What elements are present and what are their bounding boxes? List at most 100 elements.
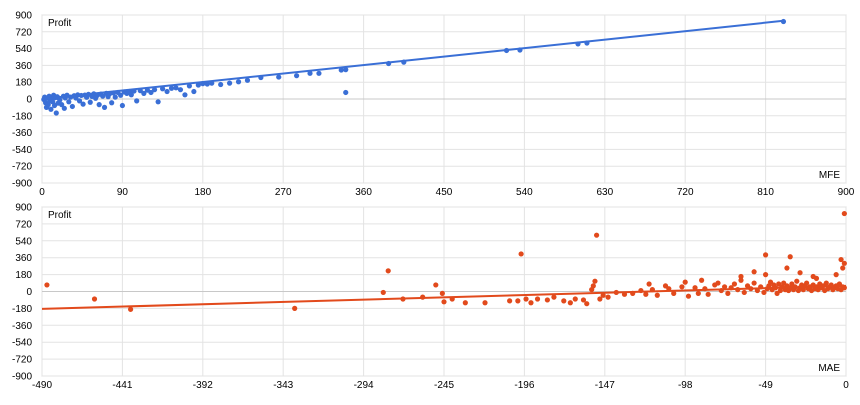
mfe-y-axis-label: Profit — [48, 18, 72, 29]
mae-data-point — [91, 296, 98, 302]
mae-x-tick-label: -343 — [273, 380, 293, 391]
mae-data-point — [572, 296, 578, 302]
mae-data-point — [292, 305, 298, 311]
mae-data-point — [840, 265, 846, 271]
mfe-x-tick-label: 360 — [355, 187, 372, 198]
mfe-x-tick-label: 540 — [516, 187, 533, 198]
mae-data-point — [593, 232, 600, 238]
mae-data-point — [794, 278, 800, 284]
mae-data-point — [590, 283, 596, 289]
mae-data-point — [518, 251, 524, 257]
mae-data-point — [44, 282, 50, 288]
mfe-y-tick-label: 900 — [15, 11, 32, 22]
mae-data-point — [679, 284, 685, 290]
mfe-data-point — [148, 89, 154, 96]
mae-data-point — [643, 291, 649, 297]
mae-data-point — [128, 306, 134, 312]
mfe-x-tick-label: 180 — [194, 187, 211, 198]
mae-data-point — [482, 300, 488, 306]
mae-x-tick-label: -98 — [678, 380, 693, 391]
mae-data-point — [738, 273, 744, 280]
mfe-data-point — [168, 85, 175, 91]
mfe-data-point — [128, 92, 134, 98]
mae-y-tick-label: 720 — [15, 219, 32, 230]
mfe-data-point — [343, 67, 349, 73]
mae-y-tick-label: -720 — [12, 355, 32, 366]
mae-data-point — [763, 272, 769, 278]
mae-data-point — [654, 292, 660, 298]
mae-data-point — [605, 294, 611, 300]
mae-data-point — [841, 210, 847, 217]
mae-data-point — [823, 280, 829, 286]
mae-data-point — [784, 265, 790, 271]
mfe-x-tick-label: 900 — [838, 187, 855, 198]
mae-data-point — [551, 294, 557, 300]
mae-data-point — [561, 298, 567, 304]
mfe-data-point — [182, 92, 188, 98]
mae-data-point — [721, 284, 728, 290]
mfe-data-point — [294, 73, 300, 79]
mfe-data-point — [87, 99, 93, 105]
mfe-data-point — [141, 90, 147, 96]
mae-data-point — [441, 299, 447, 305]
mae-data-point — [813, 275, 820, 281]
mfe-y-tick-label: -540 — [12, 145, 32, 156]
mfe-data-point — [343, 89, 349, 96]
mae-x-tick-label: -490 — [32, 380, 52, 391]
mae-data-point — [715, 280, 721, 286]
mfe-data-point — [134, 98, 140, 104]
mae-data-point — [699, 277, 705, 283]
mae-x-tick-label: 0 — [843, 380, 849, 391]
mae-data-point — [534, 296, 541, 302]
mae-data-point — [838, 256, 844, 263]
mae-data-point — [671, 290, 677, 296]
mfe-data-point — [101, 104, 108, 110]
mae-data-point — [682, 279, 688, 285]
mae-data-point — [833, 272, 839, 278]
mae-data-point — [439, 290, 445, 296]
mae-data-point — [685, 293, 692, 299]
mae-data-point — [751, 280, 757, 286]
mfe-data-point — [307, 70, 313, 76]
mfe-data-point — [109, 100, 115, 106]
mfe-y-tick-label: 0 — [26, 95, 32, 106]
mae-data-point — [592, 278, 598, 284]
mae-data-point — [462, 300, 468, 306]
mae-data-point — [692, 285, 698, 291]
mae-data-point — [761, 289, 767, 296]
mae-data-point — [731, 281, 738, 287]
mfe-y-tick-label: 180 — [15, 78, 32, 89]
mfe-data-point — [155, 99, 161, 105]
mfe-trend-line — [41, 19, 784, 100]
mfe-x-tick-label: 630 — [596, 187, 613, 198]
mae-data-point — [385, 268, 391, 274]
mae-trend-line — [41, 284, 847, 310]
mae-x-tick-label: -294 — [354, 380, 374, 391]
mae-data-point — [763, 252, 769, 258]
mae-data-point — [544, 297, 550, 303]
mae-data-point — [705, 291, 711, 297]
mae-x-tick-label: -392 — [193, 380, 213, 391]
mae-y-tick-label: -900 — [12, 372, 32, 383]
mfe-data-point — [96, 102, 102, 108]
mae-x-tick-label: -245 — [434, 380, 454, 391]
mfe-data-point — [338, 67, 344, 73]
mfe-data-point — [177, 87, 184, 93]
mfe-data-point — [235, 79, 242, 85]
mfe-y-tick-label: 360 — [15, 61, 32, 72]
mfe-x-tick-label: 90 — [117, 187, 129, 198]
mae-y-tick-label: -360 — [12, 321, 32, 332]
mae-data-point — [584, 301, 590, 307]
mae-data-point — [646, 281, 652, 287]
mae-x-tick-label: -49 — [758, 380, 773, 391]
mfe-x-tick-label: 720 — [677, 187, 694, 198]
mfe-data-point — [276, 74, 282, 80]
mfe-data-point — [164, 88, 170, 95]
mfe-data-point — [244, 77, 251, 83]
mae-data-point — [567, 300, 573, 306]
mfe-y-tick-label: -360 — [12, 128, 32, 139]
mae-y-tick-label: 0 — [26, 287, 32, 298]
mae-data-point — [741, 289, 747, 296]
